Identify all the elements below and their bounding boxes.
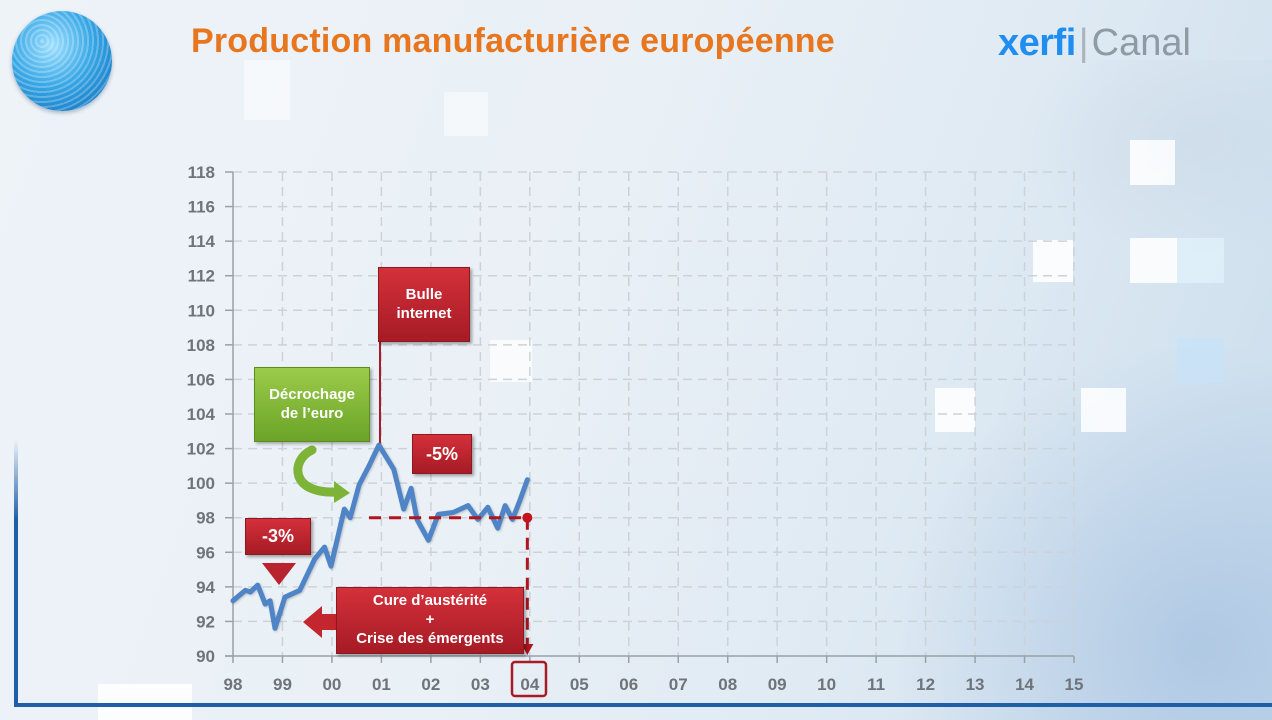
svg-text:08: 08 xyxy=(718,675,737,694)
svg-text:94: 94 xyxy=(196,578,215,597)
chart-axes xyxy=(225,171,1075,663)
logo-canal: Canal xyxy=(1091,22,1191,64)
svg-text:02: 02 xyxy=(421,675,440,694)
xerfi-canal-logo: xerfi|Canal xyxy=(998,22,1191,65)
background-square xyxy=(98,684,192,720)
chart-grid xyxy=(233,171,1075,656)
curved-arrow-icon xyxy=(293,445,343,497)
logo-xerfi: xerfi xyxy=(998,22,1076,64)
background-square xyxy=(444,92,488,136)
annotation-cure-austerite: Cure d’austérité + Crise des émergents xyxy=(336,587,524,654)
svg-text:100: 100 xyxy=(187,474,215,493)
logo-separator: | xyxy=(1078,22,1089,64)
down-arrow-icon xyxy=(521,644,534,655)
svg-text:118: 118 xyxy=(188,163,215,182)
svg-text:96: 96 xyxy=(196,543,215,562)
svg-text:13: 13 xyxy=(966,675,985,694)
svg-text:99: 99 xyxy=(273,675,292,694)
svg-text:04: 04 xyxy=(520,675,539,694)
annotation-decrochage-euro: Décrochage de l’euro xyxy=(254,367,370,442)
x-axis-labels: 98 99 00 01 02 03 04 05 06 07 08 09 10 11 12 13 14 15 xyxy=(224,675,1084,694)
page-title: Production manufacturière européenne xyxy=(191,22,835,60)
annotation-minus3-text: -3% xyxy=(261,526,294,547)
svg-text:11: 11 xyxy=(867,675,885,694)
svg-text:110: 110 xyxy=(188,301,215,320)
svg-text:01: 01 xyxy=(372,675,391,694)
svg-text:90: 90 xyxy=(196,647,215,666)
annotation-minus5: -5% xyxy=(412,434,472,474)
annotation-cure-line2: + xyxy=(425,611,435,629)
svg-text:10: 10 xyxy=(817,675,836,694)
svg-text:14: 14 xyxy=(1015,675,1034,694)
svg-text:07: 07 xyxy=(669,675,688,694)
annotation-cure-line3: Crise des émergents xyxy=(356,629,504,647)
svg-text:00: 00 xyxy=(322,675,341,694)
production-line xyxy=(230,442,530,631)
svg-text:09: 09 xyxy=(768,675,787,694)
background-square xyxy=(1130,140,1175,185)
svg-text:92: 92 xyxy=(196,612,215,631)
annotation-minus3: -3% xyxy=(245,518,311,555)
annotation-bulle-internet: Bulle internet xyxy=(378,267,470,342)
annotation-cure-line1: Cure d’austérité xyxy=(372,592,488,610)
y-axis-labels: 90 92 94 96 98 100 102 104 106 108 110 112 114 116 118 xyxy=(187,163,216,666)
slide-frame xyxy=(14,520,1272,707)
svg-text:03: 03 xyxy=(471,675,490,694)
annotation-minus5-text: -5% xyxy=(425,443,458,464)
background-square xyxy=(1177,338,1224,383)
svg-text:06: 06 xyxy=(619,675,638,694)
svg-text:12: 12 xyxy=(916,675,935,694)
curved-arrow-head-icon xyxy=(334,481,350,503)
background-square xyxy=(935,388,975,432)
left-arrow-icon xyxy=(303,606,338,638)
annotation-decrochage-text: Décrochage de l’euro xyxy=(269,385,355,422)
svg-text:104: 104 xyxy=(187,405,216,424)
svg-text:98: 98 xyxy=(196,509,215,528)
svg-text:15: 15 xyxy=(1065,675,1084,694)
annotation-bulle-text: Bulle internet xyxy=(396,285,452,322)
svg-text:106: 106 xyxy=(187,370,215,389)
background-square xyxy=(1130,238,1177,283)
frame-fade xyxy=(14,440,18,520)
background-square xyxy=(1081,388,1126,432)
svg-text:116: 116 xyxy=(188,198,215,217)
svg-text:102: 102 xyxy=(187,440,215,459)
background-square xyxy=(1177,238,1224,283)
svg-text:108: 108 xyxy=(187,336,215,355)
year-highlight-box xyxy=(510,660,548,698)
background-square xyxy=(244,60,290,120)
background-square xyxy=(490,340,532,382)
svg-text:112: 112 xyxy=(188,267,215,286)
globe-logo-icon xyxy=(12,11,112,111)
down-triangle-icon xyxy=(262,563,296,585)
svg-text:05: 05 xyxy=(570,675,589,694)
svg-text:98: 98 xyxy=(224,675,243,694)
reference-point-marker xyxy=(522,512,533,523)
svg-text:114: 114 xyxy=(188,232,216,251)
